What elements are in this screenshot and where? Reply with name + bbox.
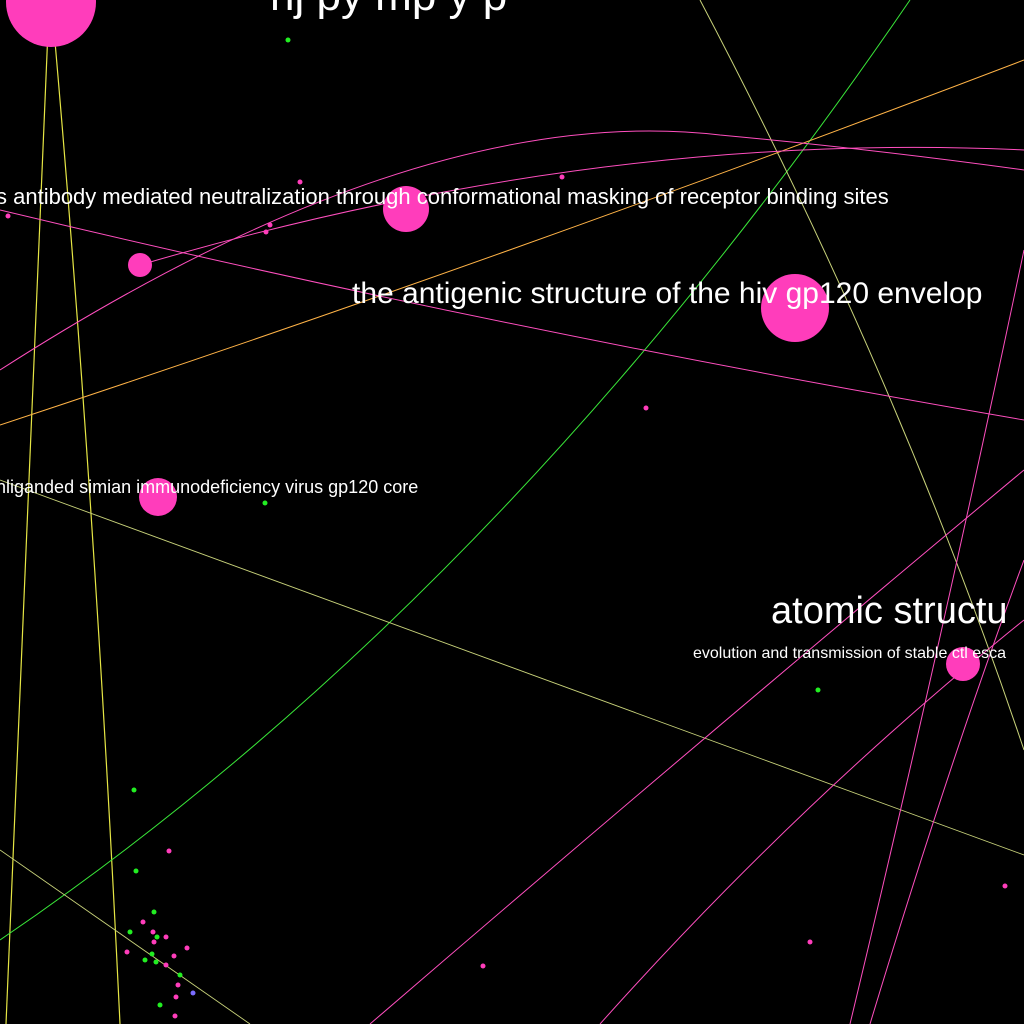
node-label-antigenic-structure: the antigenic structure of the hiv gp120… xyxy=(352,277,983,310)
dot-node[interactable] xyxy=(175,982,181,988)
nodes-layer[interactable] xyxy=(5,0,1008,1019)
dot-node[interactable] xyxy=(166,848,172,854)
dot-node[interactable] xyxy=(190,990,196,996)
paper-node-antibody[interactable] xyxy=(383,186,429,232)
dot-node[interactable] xyxy=(150,929,156,935)
edge-pink-lower-1 xyxy=(369,469,1024,1024)
dot-node[interactable] xyxy=(157,1002,163,1008)
node-label-siv-gp120-core: nliganded simian immunodeficiency virus … xyxy=(0,477,419,497)
dot-node[interactable] xyxy=(171,953,177,959)
dot-node[interactable] xyxy=(815,687,821,693)
edge-pink-steep-1 xyxy=(849,249,1024,1024)
dot-node[interactable] xyxy=(124,949,130,955)
node-label-top-title: nj py mp y p xyxy=(270,0,507,18)
dot-node[interactable] xyxy=(140,919,146,925)
dot-node[interactable] xyxy=(1002,883,1008,889)
dot-node[interactable] xyxy=(5,213,11,219)
dot-node[interactable] xyxy=(151,909,157,915)
dot-node[interactable] xyxy=(153,959,159,965)
edge-pink-arc-top xyxy=(0,130,1024,371)
paper-node-large-top[interactable] xyxy=(6,0,96,47)
edge-pink-upper-right xyxy=(139,146,1024,266)
paper-node-small-left[interactable] xyxy=(128,253,152,277)
dot-node[interactable] xyxy=(297,179,303,185)
dot-node[interactable] xyxy=(173,994,179,1000)
dot-node[interactable] xyxy=(480,963,486,969)
dot-node[interactable] xyxy=(262,500,268,506)
edge-orange-long xyxy=(0,59,1024,426)
dot-node[interactable] xyxy=(133,868,139,874)
dot-node[interactable] xyxy=(149,951,155,957)
dot-node[interactable] xyxy=(177,972,183,978)
dot-node[interactable] xyxy=(807,939,813,945)
edge-pink-cross xyxy=(0,209,1024,421)
edge-olive-arc-right xyxy=(699,0,1024,751)
edge-yellow-left xyxy=(5,29,49,1024)
dot-node[interactable] xyxy=(184,945,190,951)
dot-node[interactable] xyxy=(154,934,160,940)
dot-node[interactable] xyxy=(267,222,273,228)
dot-node[interactable] xyxy=(163,962,169,968)
node-label-antibody-neutralization: s antibody mediated neutralization throu… xyxy=(0,184,889,209)
paper-node-antigenic[interactable] xyxy=(761,274,829,342)
dot-node[interactable] xyxy=(172,1013,178,1019)
paper-node-ctl[interactable] xyxy=(946,647,980,681)
dot-node[interactable] xyxy=(643,405,649,411)
dot-node[interactable] xyxy=(127,929,133,935)
dot-node[interactable] xyxy=(285,37,291,43)
node-label-ctl-escape: evolution and transmission of stable ctl… xyxy=(693,645,1007,662)
edge-olive-lower xyxy=(0,849,251,1024)
edge-pink-steep-2 xyxy=(869,559,1024,1024)
dot-node[interactable] xyxy=(263,229,269,235)
paper-node-siv[interactable] xyxy=(139,478,177,516)
dot-node[interactable] xyxy=(142,957,148,963)
node-label-atomic-structure: atomic structu xyxy=(771,590,1008,632)
dot-node[interactable] xyxy=(163,934,169,940)
edge-green-diagonal xyxy=(0,0,911,941)
dot-node[interactable] xyxy=(151,939,157,945)
edge-yellow-right xyxy=(53,29,121,1024)
edge-olive-cross xyxy=(0,479,1024,856)
dot-node[interactable] xyxy=(559,174,565,180)
dot-node[interactable] xyxy=(131,787,137,793)
